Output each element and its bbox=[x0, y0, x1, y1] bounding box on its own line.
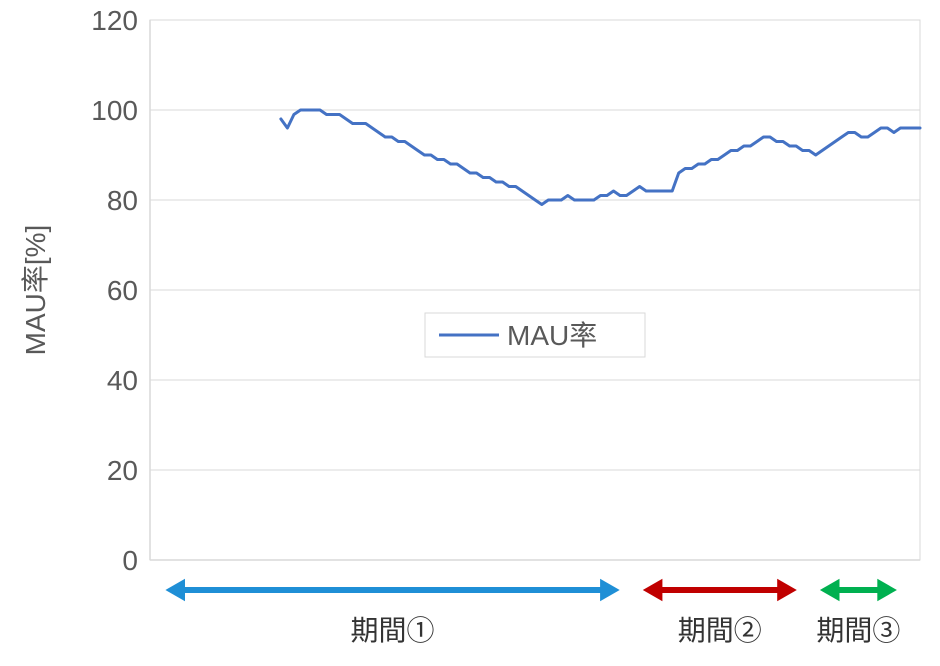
period-label-2: 期間② bbox=[678, 615, 762, 646]
y-tick-label: 80 bbox=[107, 185, 138, 216]
legend-label: MAU率 bbox=[507, 320, 597, 351]
period-arrow-2 bbox=[643, 579, 797, 601]
legend: MAU率 bbox=[425, 313, 645, 357]
y-axis-title: MAU率[%] bbox=[20, 225, 51, 356]
y-tick-label: 0 bbox=[122, 545, 138, 576]
chart-svg: 0 20 40 60 80 100 120 MAU率[%] MAU率期間① 期間② 期間③ bbox=[0, 0, 940, 666]
period-label-1: 期間① bbox=[351, 615, 435, 646]
y-tick-label: 100 bbox=[91, 95, 138, 126]
y-tick-label: 60 bbox=[107, 275, 138, 306]
mau-rate-chart: 0 20 40 60 80 100 120 MAU率[%] MAU率期間① 期間② 期間③ bbox=[0, 0, 940, 666]
period-label-3: 期間③ bbox=[816, 615, 900, 646]
y-tick-label: 120 bbox=[91, 5, 138, 36]
period-arrow-1 bbox=[165, 579, 619, 601]
period-arrow-3 bbox=[820, 579, 897, 601]
y-tick-label: 40 bbox=[107, 365, 138, 396]
y-tick-label: 20 bbox=[107, 455, 138, 486]
